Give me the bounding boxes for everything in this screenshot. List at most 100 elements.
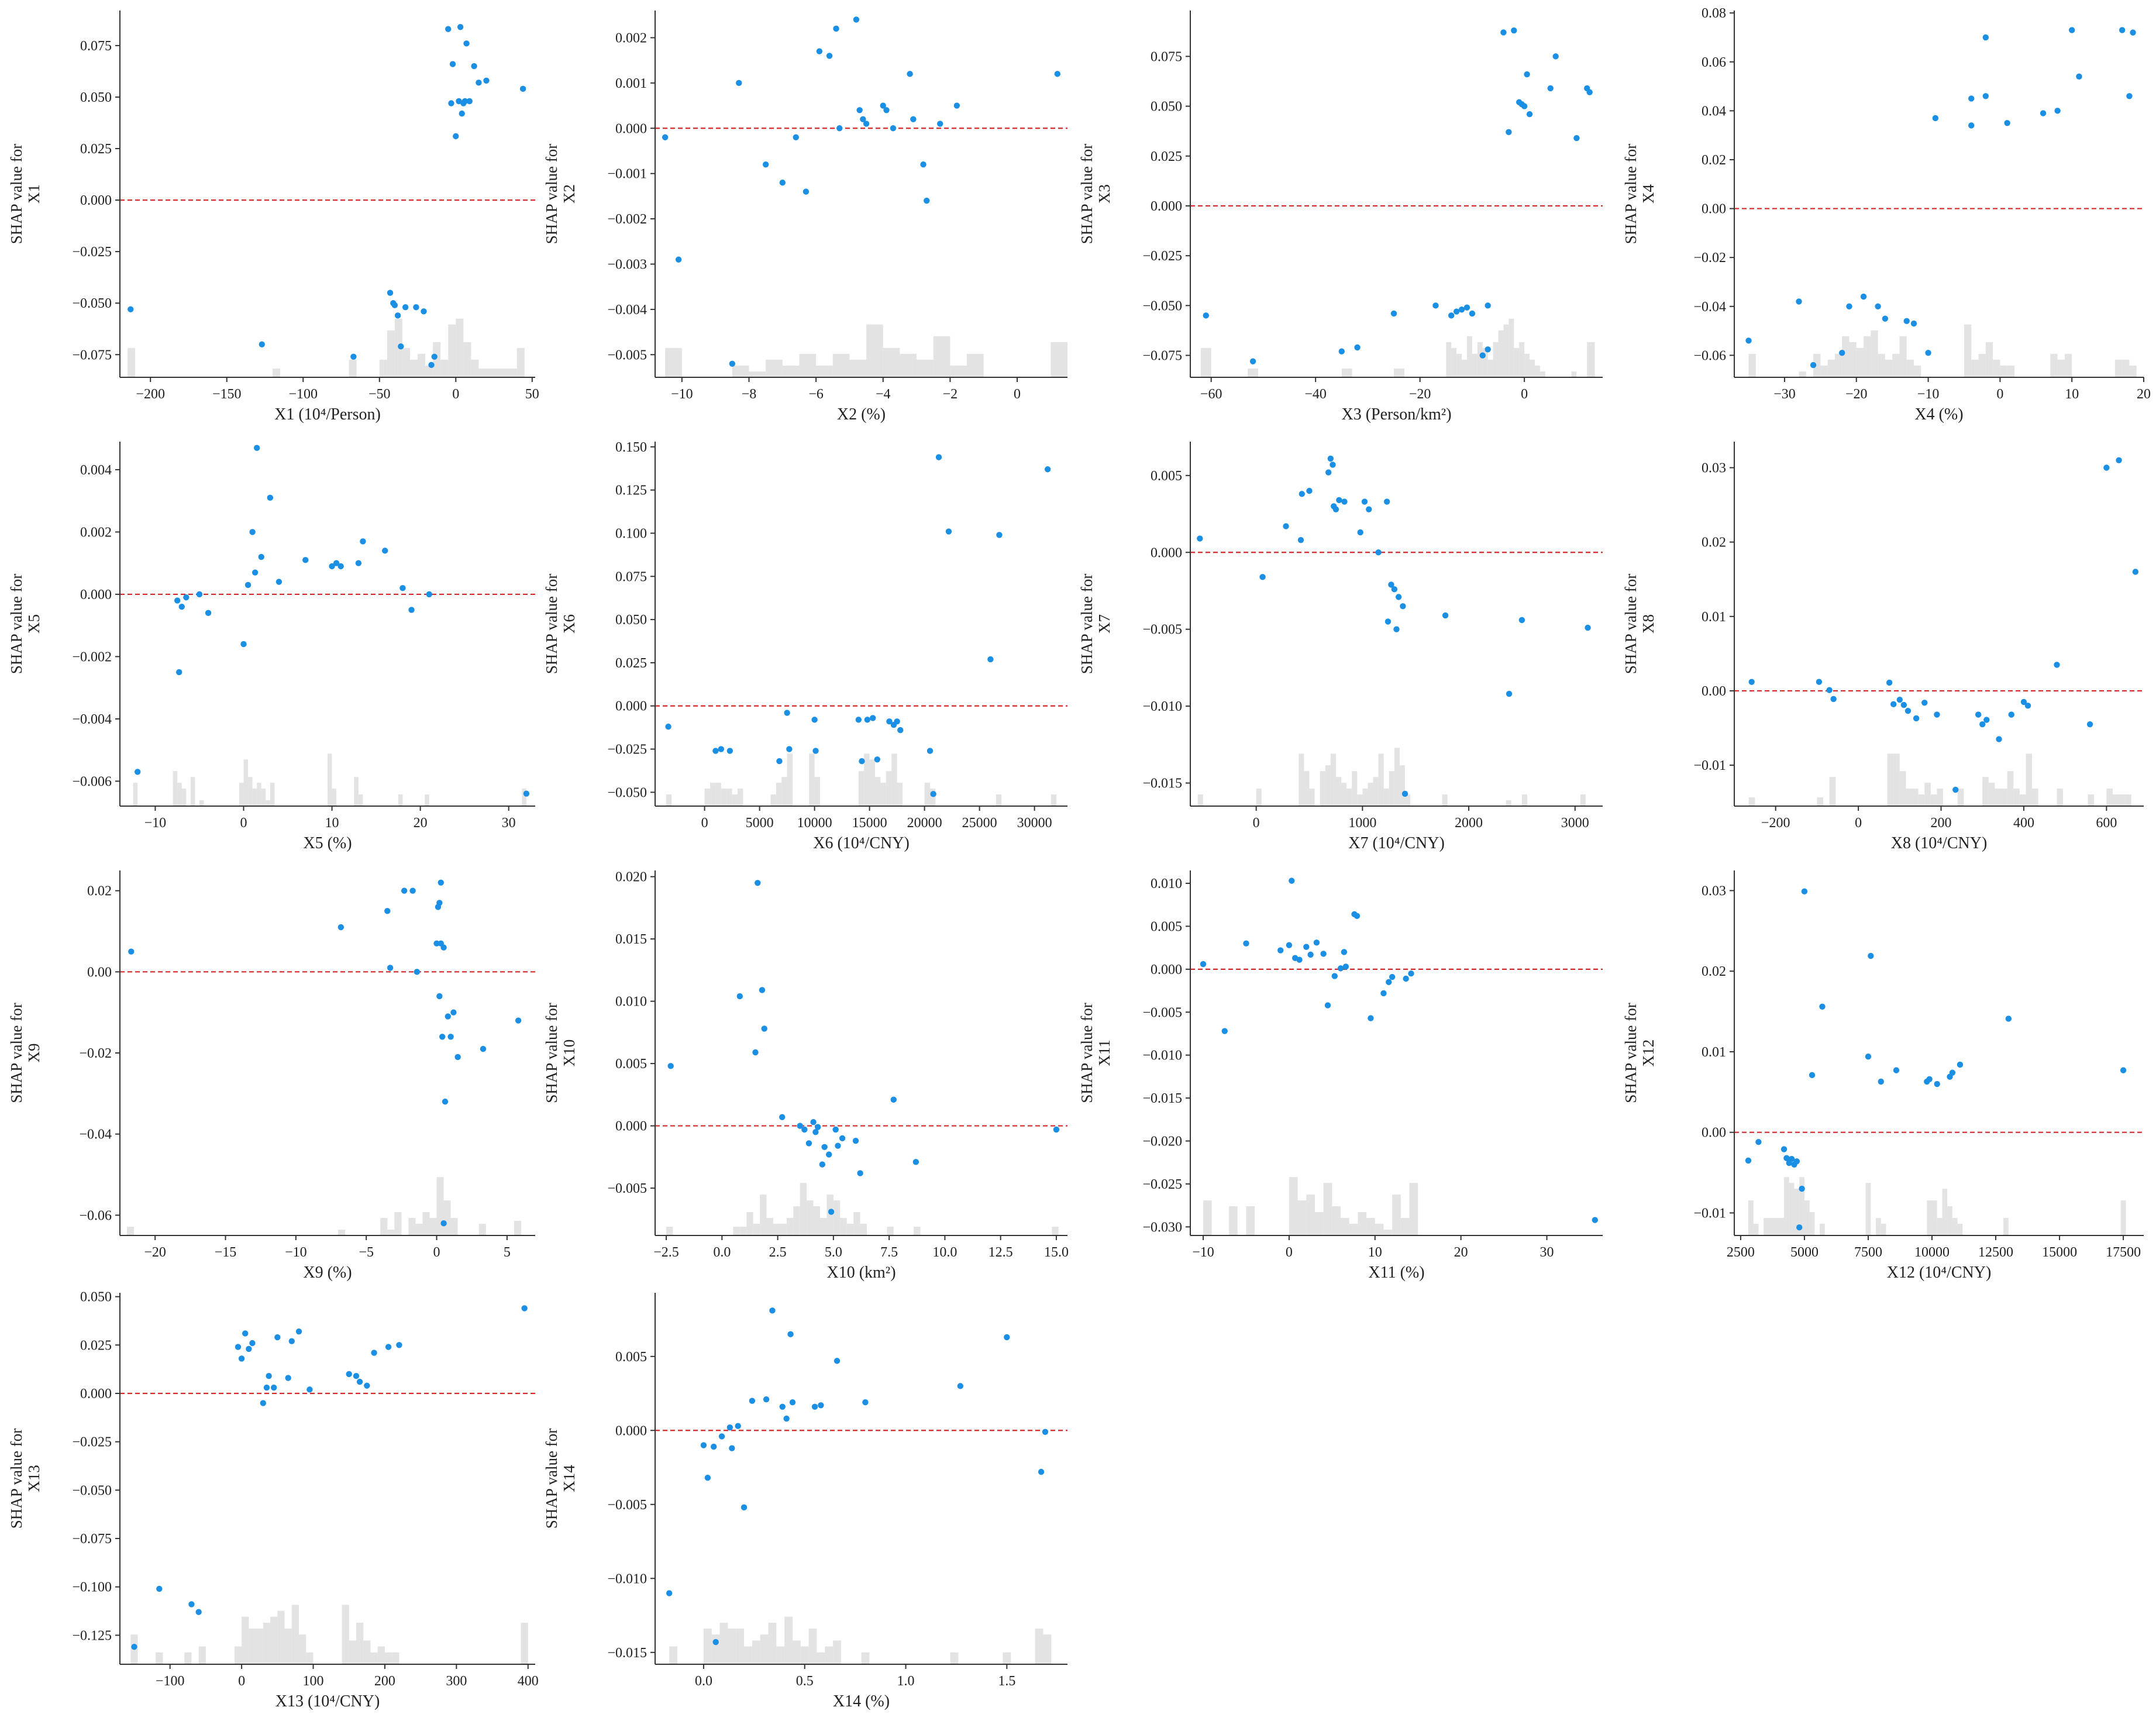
data-point <box>1380 990 1387 997</box>
data-point <box>1957 1061 1964 1068</box>
x-tick-label: 600 <box>2096 815 2117 831</box>
histogram-bar <box>1487 359 1493 377</box>
histogram-bar <box>1899 336 1907 377</box>
histogram-bar <box>1995 789 2002 806</box>
data-point <box>1896 696 1903 703</box>
histogram-bar <box>933 336 950 377</box>
histogram-bar <box>880 783 886 806</box>
histogram-bar <box>1820 365 1828 377</box>
data-point <box>741 1504 748 1511</box>
data-point <box>811 1403 818 1410</box>
x-tick-label: 0 <box>1855 815 1862 831</box>
histogram-bar <box>516 347 525 377</box>
data-point <box>814 1124 821 1130</box>
data-point <box>401 887 408 894</box>
data-point <box>1552 53 1559 60</box>
data-point <box>1547 85 1554 92</box>
y-tick-label: 0.050 <box>615 612 647 628</box>
histogram-bar <box>1924 783 1931 806</box>
histogram-bar <box>156 1652 163 1664</box>
histogram-bar <box>1297 1200 1307 1235</box>
data-point <box>1780 1146 1788 1152</box>
histogram-bar <box>665 347 682 377</box>
y-tick-label: 0.000 <box>80 1386 112 1402</box>
histogram <box>666 1183 1059 1235</box>
data-point <box>1996 736 2002 742</box>
histogram-bar <box>719 1622 728 1664</box>
y-tick-label: 0.050 <box>80 90 112 105</box>
histogram-bar <box>1932 1200 1937 1235</box>
histogram-bar <box>793 1206 800 1235</box>
y-tick-label: 0.002 <box>80 525 112 540</box>
histogram-bar <box>883 347 900 377</box>
histogram-bar <box>887 1227 894 1235</box>
data-point <box>364 1382 370 1389</box>
data-point <box>1307 951 1314 958</box>
data-point <box>1325 469 1332 476</box>
y-tick-label: 0.03 <box>1702 883 1726 899</box>
y-tick-label: −0.02 <box>1693 250 1726 266</box>
histogram-bar <box>2050 353 2058 377</box>
x-axis-label: X11 (%) <box>1368 1264 1424 1282</box>
histogram-bar <box>732 794 738 806</box>
data-point <box>1932 115 1939 122</box>
data-point <box>835 1142 841 1149</box>
y-tick-label: 0.005 <box>615 1056 647 1072</box>
histogram-bar <box>833 1200 841 1235</box>
x-axis-label: X10 (km²) <box>826 1264 896 1282</box>
data-point <box>396 1342 402 1348</box>
y-tick-label: −0.01 <box>1693 758 1726 773</box>
histogram-bar <box>1971 359 1979 377</box>
histogram-bar <box>1346 789 1352 806</box>
histogram-bar <box>1341 1218 1349 1235</box>
y-axis-label-line1: SHAP value for <box>543 144 560 244</box>
histogram-bar <box>813 1206 820 1235</box>
histogram-bar <box>1748 353 1756 377</box>
data-point <box>135 769 141 775</box>
histogram-bar <box>394 1212 402 1235</box>
data-point <box>1200 961 1207 968</box>
histogram-bar <box>1399 765 1406 806</box>
histogram-bar <box>332 789 337 806</box>
x-tick-label: 30 <box>1540 1245 1554 1260</box>
histogram-bar <box>1753 1224 1759 1235</box>
data-point <box>1053 1126 1060 1133</box>
histogram-bar <box>408 1218 416 1235</box>
histogram-bar <box>1256 789 1262 806</box>
data-point <box>1485 346 1491 353</box>
data-point <box>399 585 406 591</box>
data-point <box>1463 304 1470 311</box>
data-point <box>890 125 897 132</box>
scatter-points <box>662 16 1061 367</box>
histogram-bar <box>299 1634 306 1664</box>
y-tick-label: 0.08 <box>1702 6 1726 21</box>
histogram <box>130 1605 528 1664</box>
x-tick-label: −20 <box>144 1245 166 1260</box>
y-tick-label: −0.005 <box>1142 1005 1182 1020</box>
histogram-bar <box>950 365 967 377</box>
data-point <box>2020 698 2027 705</box>
x-tick-label: 20 <box>2137 387 2151 402</box>
histogram-bar <box>967 353 984 377</box>
histogram-bar <box>1442 794 1448 806</box>
data-point <box>1330 462 1336 468</box>
data-point <box>793 134 799 140</box>
histogram-bar <box>2125 794 2131 806</box>
histogram-bar <box>1375 1224 1384 1235</box>
x-tick-label: 0 <box>1253 815 1260 831</box>
data-point <box>302 557 309 563</box>
histogram-bar <box>2013 789 2020 806</box>
data-point <box>1286 942 1293 948</box>
histogram-bar <box>133 783 138 806</box>
data-point <box>1875 303 1881 309</box>
data-point <box>1934 1080 1940 1087</box>
data-point <box>384 908 391 914</box>
data-point <box>987 656 994 663</box>
y-tick-label: 0.02 <box>1702 964 1726 979</box>
histogram-bar <box>749 371 766 377</box>
x-tick-label: 1.0 <box>897 1674 915 1689</box>
histogram-bar <box>266 800 270 806</box>
x-tick-label: 200 <box>374 1674 395 1689</box>
data-point <box>523 790 530 797</box>
y-axis-label-line1: SHAP value for <box>8 144 25 244</box>
